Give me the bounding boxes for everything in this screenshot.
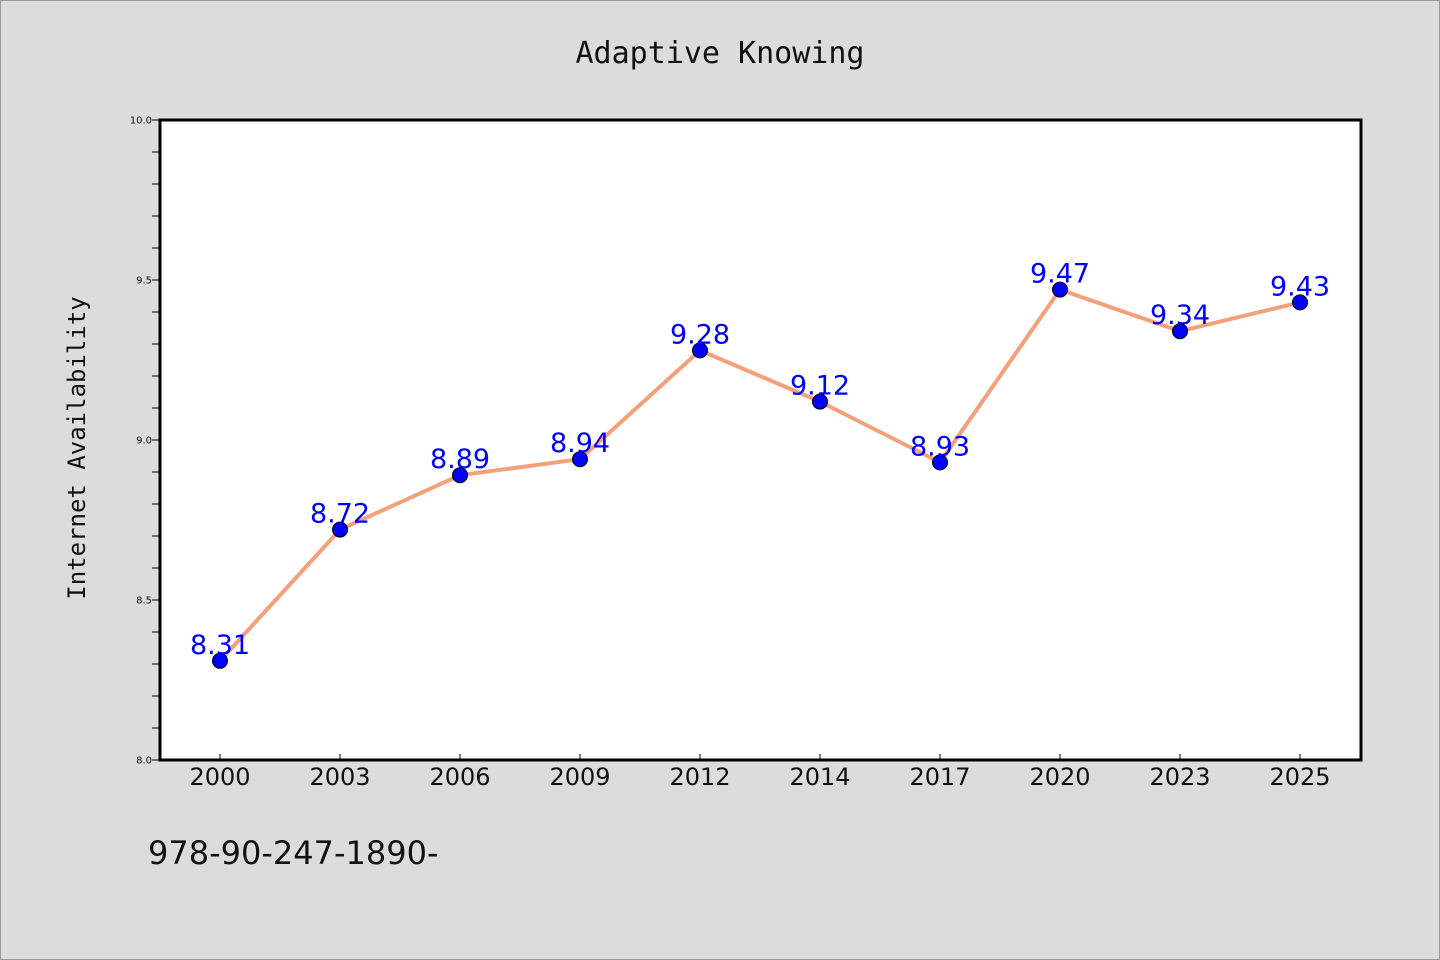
y-tick-label: 9.0 bbox=[136, 436, 152, 447]
data-point bbox=[812, 393, 828, 410]
x-tick-label: 2014 bbox=[789, 763, 850, 791]
data-label: 9.28 bbox=[670, 319, 730, 350]
x-tick-label: 2017 bbox=[909, 763, 970, 791]
data-label: 8.72 bbox=[310, 499, 370, 530]
x-tick-label: 2003 bbox=[309, 763, 370, 791]
y-axis-label: Internet Availability bbox=[63, 296, 91, 599]
plot-area bbox=[158, 118, 1363, 762]
x-tick-label: 2009 bbox=[549, 763, 610, 791]
data-label: 9.47 bbox=[1030, 259, 1090, 290]
y-tick-label: 8.0 bbox=[136, 756, 152, 767]
x-tick-label: 2006 bbox=[429, 763, 490, 791]
x-tick-label: 2012 bbox=[669, 763, 730, 791]
y-axis: 8.0 8.5 9.0 9.5 10.0 bbox=[130, 116, 160, 767]
y-tick-label: 9.5 bbox=[136, 276, 152, 287]
data-point bbox=[332, 521, 348, 538]
data-point bbox=[1052, 281, 1068, 298]
data-label: 8.89 bbox=[430, 444, 490, 475]
x-tick-label: 2023 bbox=[1149, 763, 1210, 791]
data-point bbox=[932, 454, 948, 471]
y-tick-label: 8.5 bbox=[136, 596, 152, 607]
data-point bbox=[212, 652, 228, 669]
y-tick-label: 10.0 bbox=[130, 116, 152, 127]
data-label: 8.93 bbox=[910, 431, 970, 462]
data-point bbox=[1292, 294, 1308, 311]
data-label: 8.31 bbox=[190, 630, 250, 661]
series-group: 8.31 8.72 8.89 8.94 9.28 9.12 8.93 9.47 9.34 9.43 bbox=[190, 259, 1330, 669]
data-point bbox=[572, 451, 588, 468]
data-label: 9.43 bbox=[1270, 271, 1330, 302]
series-line bbox=[218, 287, 1302, 663]
data-label: 9.34 bbox=[1150, 300, 1210, 331]
x-axis: 2000 2003 2006 2009 2012 2014 2017 2020 2023 2025 bbox=[189, 754, 1331, 791]
chart-title: Adaptive Knowing bbox=[576, 36, 865, 71]
data-point bbox=[1172, 323, 1188, 340]
data-point bbox=[692, 342, 708, 359]
data-label: 9.12 bbox=[790, 371, 850, 402]
data-point bbox=[452, 467, 468, 484]
data-label: 8.94 bbox=[550, 428, 610, 459]
x-tick-label: 2025 bbox=[1269, 763, 1330, 791]
x-tick-label: 2020 bbox=[1029, 763, 1090, 791]
footer-code: 978-90-247-1890- bbox=[148, 834, 439, 872]
x-tick-label: 2000 bbox=[189, 763, 250, 791]
